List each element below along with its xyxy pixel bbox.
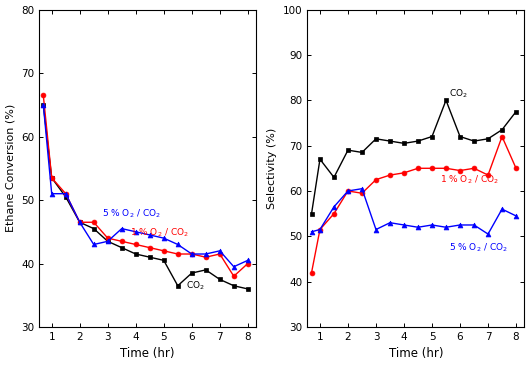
X-axis label: Time (hr): Time (hr) bbox=[388, 347, 443, 361]
Text: 1 % O$_2$ / CO$_2$: 1 % O$_2$ / CO$_2$ bbox=[440, 173, 499, 186]
Text: 5 % O$_2$ / CO$_2$: 5 % O$_2$ / CO$_2$ bbox=[449, 242, 508, 254]
Text: CO$_2$: CO$_2$ bbox=[186, 280, 205, 292]
Y-axis label: Selectivity (%): Selectivity (%) bbox=[267, 128, 277, 209]
Text: 1 % O$_2$ / CO$_2$: 1 % O$_2$ / CO$_2$ bbox=[130, 227, 189, 239]
Y-axis label: Ethane Conversion (%): Ethane Conversion (%) bbox=[5, 104, 15, 232]
Text: CO$_2$: CO$_2$ bbox=[449, 87, 467, 100]
X-axis label: Time (hr): Time (hr) bbox=[120, 347, 175, 361]
Text: 5 % O$_2$ / CO$_2$: 5 % O$_2$ / CO$_2$ bbox=[102, 208, 161, 220]
